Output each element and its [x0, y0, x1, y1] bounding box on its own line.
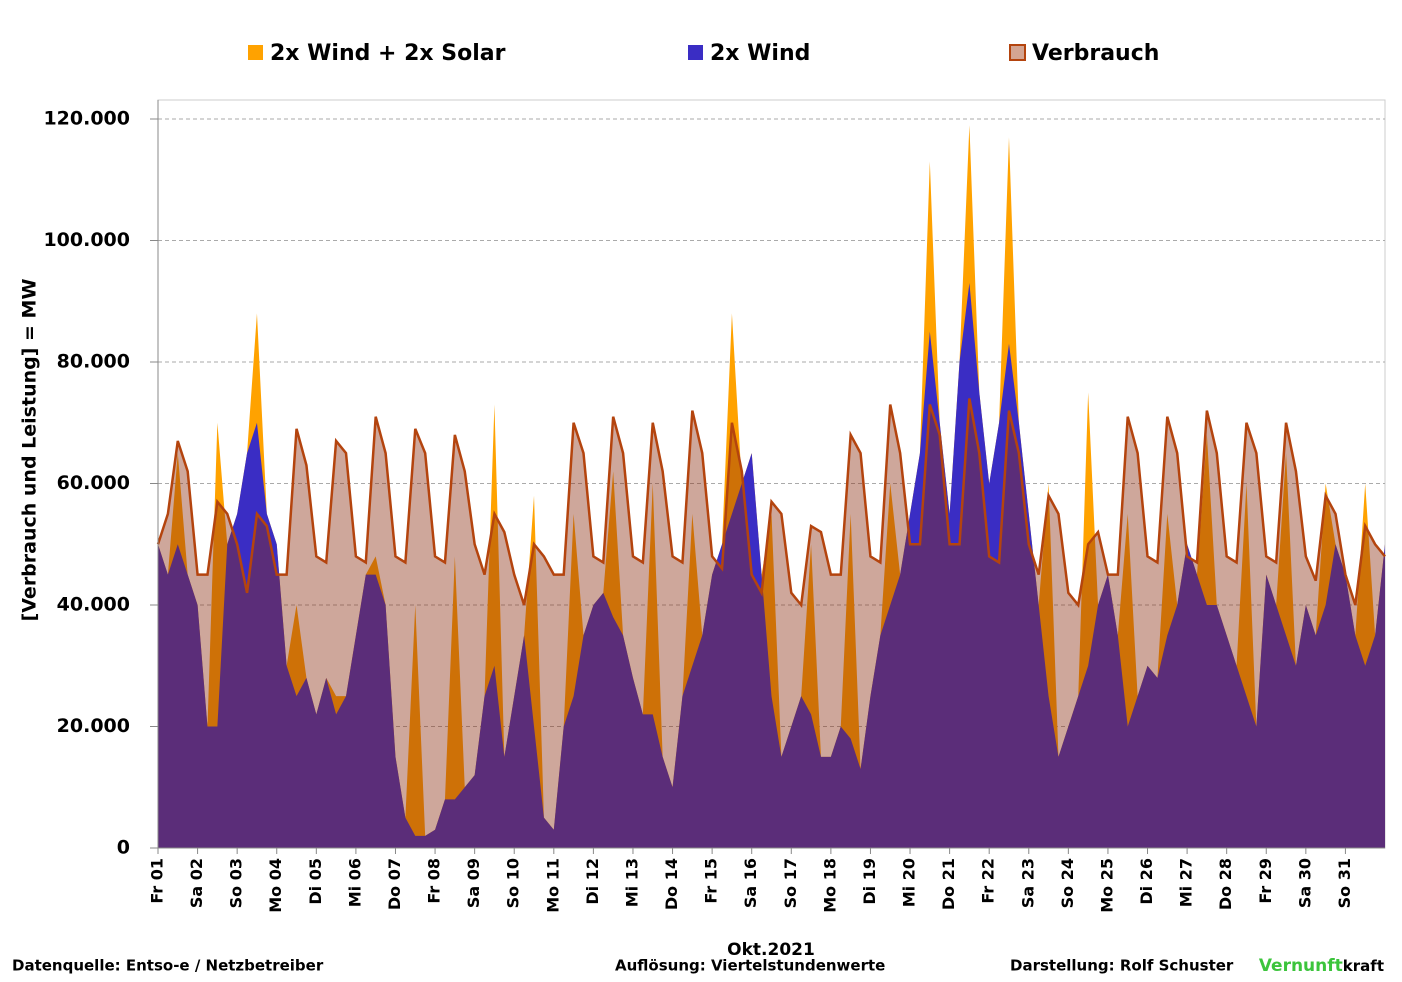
x-tick-label: Mi 20 [900, 858, 919, 907]
x-tick-label: Do 21 [939, 858, 958, 910]
y-tick-label: 0 [117, 837, 130, 859]
x-tick-label: Fr 08 [425, 858, 444, 904]
x-tick-label: Di 26 [1137, 858, 1156, 905]
y-tick-label: 20.000 [57, 715, 130, 737]
x-tick-label: So 03 [227, 858, 246, 908]
x-tick-label: Sa 09 [464, 858, 483, 908]
x-tick-label: Mi 13 [622, 858, 641, 907]
x-tick-label: Mo 18 [820, 858, 839, 913]
x-tick-label: So 31 [1335, 858, 1354, 908]
source-note: Datenquelle: Entso-e / Netzbetreiber [12, 957, 324, 975]
legend-swatch [1009, 44, 1026, 61]
brand-part: kraft [1343, 957, 1384, 975]
legend-label: 2x Wind + 2x Solar [270, 41, 506, 66]
x-tick-label: Di 12 [583, 858, 602, 905]
x-tick-label: Mo 25 [1097, 858, 1116, 913]
x-tick-label: Do 14 [662, 858, 681, 910]
x-tick-label: Do 28 [1216, 858, 1235, 910]
legend-swatch [248, 45, 263, 60]
x-tick-label: So 24 [1058, 858, 1077, 908]
y-tick-label: 100.000 [43, 229, 130, 251]
x-tick-label: Fr 01 [148, 858, 167, 904]
author-note: Darstellung: Rolf Schuster [1010, 957, 1234, 975]
series-area [158, 398, 1385, 848]
legend-label: Verbrauch [1032, 41, 1159, 66]
x-tick-label: So 17 [781, 858, 800, 908]
x-tick-label: Fr 29 [1256, 858, 1275, 904]
y-tick-label: 120.000 [43, 108, 130, 130]
y-tick-label: 40.000 [57, 594, 130, 616]
x-tick-label: Fr 22 [979, 858, 998, 904]
x-tick-label: Mi 06 [345, 858, 364, 907]
series-area [158, 283, 1385, 848]
x-tick-label: Sa 02 [187, 858, 206, 908]
x-tick-label: Di 05 [306, 858, 325, 905]
brand: Vernunftkraft [1259, 956, 1384, 976]
y-tick-label: 60.000 [57, 472, 130, 494]
x-tick-label: Do 07 [385, 858, 404, 910]
x-tick-label: So 10 [504, 858, 523, 908]
brand-part: Vernunft [1259, 956, 1343, 976]
y-tick-label: 80.000 [57, 351, 130, 373]
x-tick-label: Sa 23 [1018, 858, 1037, 908]
x-tick-label: Mo 04 [266, 858, 285, 913]
resolution-note: Auflösung: Viertelstundenwerte [615, 957, 885, 975]
y-axis-title: [Verbrauch und Leistung] = MW [19, 279, 41, 622]
x-tick-label: Sa 16 [741, 858, 760, 908]
x-tick-label: Sa 30 [1295, 858, 1314, 908]
series-line [156, 398, 1386, 609]
x-tick-label: Di 19 [860, 858, 879, 905]
x-tick-label: Mi 27 [1177, 858, 1196, 907]
legend-label: 2x Wind [710, 41, 810, 66]
x-axis-title: Okt.2021 [727, 940, 815, 960]
x-tick-label: Fr 15 [702, 858, 721, 904]
x-tick-label: Mo 11 [543, 858, 562, 913]
legend-swatch [688, 45, 703, 60]
